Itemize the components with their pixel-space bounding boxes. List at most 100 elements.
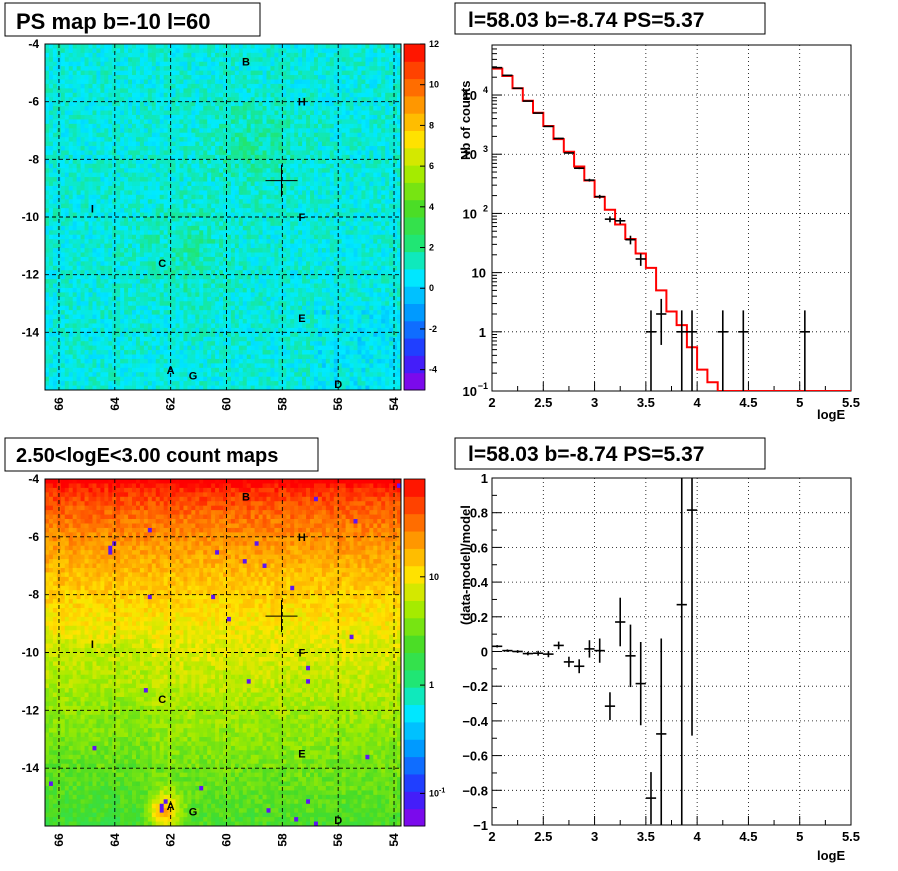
map-cell	[254, 114, 259, 120]
map-cell	[88, 234, 93, 240]
map-cell	[254, 44, 259, 49]
map-cell	[290, 52, 295, 58]
map-cell	[357, 283, 362, 289]
map-cell	[199, 243, 204, 249]
map-cell	[100, 97, 105, 103]
map-cell	[306, 283, 311, 289]
map-cell	[72, 119, 78, 125]
map-cell	[203, 106, 208, 111]
map-cell	[282, 44, 287, 49]
map-cell	[171, 225, 176, 231]
map-cell	[171, 252, 176, 258]
map-cell	[333, 106, 339, 111]
map-cell	[373, 181, 378, 187]
map-cell	[349, 177, 354, 182]
map-cell	[337, 279, 343, 284]
map-cell	[120, 79, 125, 85]
map-cell	[238, 248, 244, 253]
map-cell	[385, 172, 390, 178]
map-cell	[389, 203, 394, 209]
map-cell	[104, 274, 109, 280]
map-cell	[124, 203, 129, 209]
map-cell	[329, 256, 335, 262]
map-cell	[337, 177, 343, 182]
map-cell	[120, 61, 125, 67]
map-cell	[317, 203, 323, 209]
map-cell	[195, 70, 200, 76]
map-cell	[159, 194, 165, 200]
map-cell	[357, 146, 362, 151]
map-cell	[230, 66, 236, 72]
map-cell	[325, 83, 331, 89]
map-cell	[254, 243, 259, 249]
map-cell	[191, 137, 196, 142]
map-cell	[258, 137, 263, 142]
map-cell	[48, 97, 54, 103]
map-cell	[45, 168, 50, 174]
map-cell	[96, 70, 101, 76]
map-cell	[286, 137, 291, 142]
map-cell	[298, 146, 303, 151]
map-cell	[116, 57, 121, 63]
map-cell	[143, 146, 149, 151]
map-cell	[313, 48, 319, 54]
map-cell	[80, 225, 85, 231]
map-cell	[373, 57, 378, 63]
map-cell	[167, 79, 172, 85]
map-cell	[397, 168, 402, 174]
map-cell	[163, 274, 169, 280]
map-cell	[333, 57, 339, 63]
map-cell	[195, 283, 200, 289]
map-cell	[143, 101, 149, 107]
map-cell	[48, 168, 54, 174]
map-cell	[132, 230, 137, 236]
map-cell	[120, 106, 125, 111]
map-cell	[270, 137, 275, 142]
map-cell	[179, 141, 184, 147]
map-cell	[286, 270, 291, 276]
map-cell	[333, 119, 339, 125]
map-cell	[389, 128, 394, 134]
map-cell	[175, 190, 180, 196]
map-cell	[171, 256, 176, 262]
map-cell	[112, 97, 117, 103]
map-cell	[207, 181, 212, 187]
map-cell	[179, 132, 184, 138]
map-cell	[302, 177, 307, 182]
map-cell	[60, 110, 66, 116]
map-cell	[321, 106, 327, 111]
map-cell	[195, 190, 200, 196]
map-cell	[120, 168, 125, 174]
map-cell	[278, 159, 283, 165]
map-cell	[151, 168, 157, 174]
map-cell	[321, 279, 327, 284]
map-cell	[179, 97, 184, 103]
map-cell	[373, 88, 378, 94]
map-cell	[163, 208, 169, 213]
map-cell	[56, 61, 62, 67]
map-cell	[147, 239, 153, 245]
map-cell	[124, 159, 129, 165]
map-cell	[120, 190, 125, 196]
map-cell	[159, 287, 165, 293]
map-cell	[274, 261, 279, 267]
map-cell	[317, 92, 323, 98]
map-cell	[345, 88, 350, 94]
map-cell	[381, 114, 386, 120]
map-cell	[116, 287, 121, 293]
map-cell	[393, 279, 398, 284]
map-cell	[321, 150, 327, 156]
map-cell	[199, 101, 204, 107]
map-cell	[143, 212, 149, 218]
map-cell	[167, 177, 172, 182]
map-cell	[84, 70, 89, 76]
map-cell	[234, 248, 240, 253]
map-cell	[60, 119, 66, 125]
map-cell	[199, 256, 204, 262]
map-cell	[294, 199, 299, 205]
map-cell	[242, 261, 248, 267]
map-cell	[211, 52, 216, 58]
map-cell	[96, 274, 101, 280]
map-cell	[258, 279, 263, 284]
map-cell	[262, 177, 267, 182]
